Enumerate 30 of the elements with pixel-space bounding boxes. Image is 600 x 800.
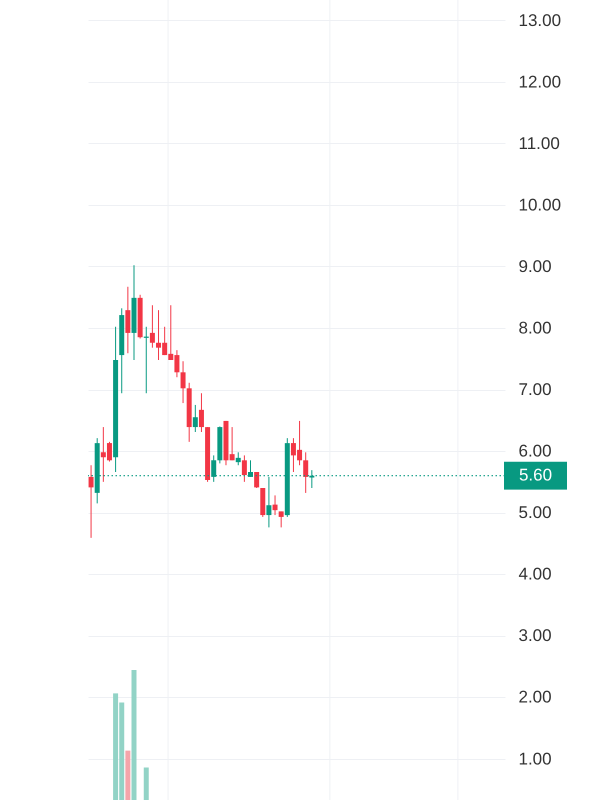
candlestick	[125, 286, 130, 354]
bar	[125, 750, 130, 800]
candlestick	[150, 304, 155, 348]
y-tick-label: 4.00	[518, 564, 552, 584]
bar	[144, 768, 149, 800]
y-tick-label: 3.00	[518, 626, 552, 646]
bar	[131, 670, 136, 800]
candlestick	[144, 326, 149, 394]
candlestick	[192, 404, 198, 432]
candlestick	[303, 452, 308, 494]
y-tick-label: 9.00	[518, 256, 552, 276]
candlestick	[254, 472, 260, 488]
candlestick	[236, 452, 241, 466]
candlestick	[272, 494, 278, 516]
y-tick-label: 8.00	[518, 318, 552, 338]
candlestick	[88, 464, 94, 538]
y-tick-label: 7.00	[518, 380, 552, 400]
candlestick	[180, 360, 186, 404]
y-tick-label: 13.00	[518, 10, 562, 30]
y-tick-label: 2.00	[518, 688, 552, 707]
y-tick-label: 6.00	[518, 442, 552, 461]
candlestick	[242, 454, 247, 482]
y-tick-label: 5.00	[518, 503, 552, 522]
candlestick	[198, 392, 204, 432]
ref-line-label: 5.60	[518, 466, 552, 485]
y-tick-label: 1.00	[518, 749, 552, 768]
y-tick-label: 12.00	[518, 72, 562, 92]
y-tick-label: 11.00	[518, 134, 560, 153]
y-tick-label: 10.00	[518, 195, 562, 214]
candlestick	[278, 510, 284, 528]
